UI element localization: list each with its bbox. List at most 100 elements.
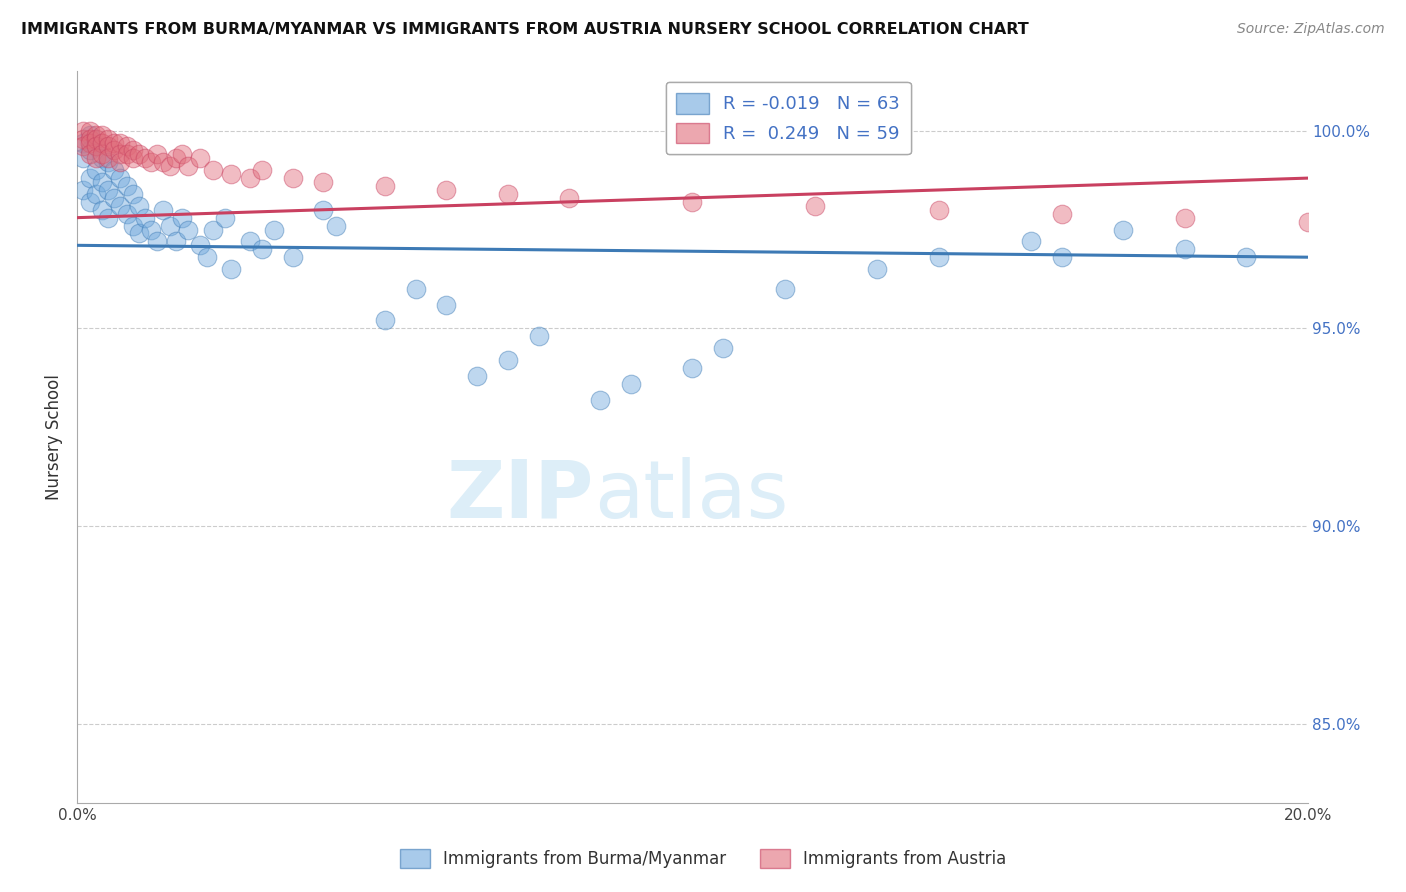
Point — [312, 202, 335, 217]
Point — [110, 147, 132, 161]
Point — [84, 186, 107, 201]
Point — [436, 298, 458, 312]
Point — [97, 211, 120, 225]
Point — [620, 376, 643, 391]
Point — [110, 155, 132, 169]
Point — [141, 222, 163, 236]
Point — [90, 175, 114, 189]
Point — [141, 155, 163, 169]
Point — [115, 147, 138, 161]
Point — [239, 235, 262, 249]
Point — [239, 171, 262, 186]
Point — [1019, 235, 1042, 249]
Point — [72, 183, 94, 197]
Point — [146, 147, 169, 161]
Point — [84, 139, 107, 153]
Point — [115, 179, 138, 194]
Point — [682, 360, 704, 375]
Point — [201, 163, 224, 178]
Point — [90, 136, 114, 150]
Point — [1296, 214, 1319, 228]
Text: ZIP: ZIP — [447, 457, 595, 534]
Point — [170, 211, 193, 225]
Point — [72, 139, 94, 153]
Point — [90, 152, 114, 166]
Point — [128, 147, 150, 161]
Point — [374, 179, 396, 194]
Point — [1050, 207, 1073, 221]
Point — [110, 199, 132, 213]
Point — [219, 262, 242, 277]
Text: atlas: atlas — [595, 457, 789, 534]
Point — [121, 144, 143, 158]
Point — [250, 242, 273, 256]
Point — [496, 353, 519, 368]
Point — [219, 167, 242, 181]
Point — [121, 186, 143, 201]
Point — [165, 235, 187, 249]
Point — [250, 163, 273, 178]
Point — [84, 152, 107, 166]
Point — [312, 175, 335, 189]
Point — [84, 131, 107, 145]
Point — [79, 131, 101, 145]
Point — [804, 199, 827, 213]
Point — [773, 282, 796, 296]
Legend: R = -0.019   N = 63, R =  0.249   N = 59: R = -0.019 N = 63, R = 0.249 N = 59 — [665, 82, 911, 154]
Point — [1234, 250, 1257, 264]
Point — [110, 136, 132, 150]
Point — [177, 222, 200, 236]
Point — [121, 219, 143, 233]
Point — [115, 207, 138, 221]
Point — [159, 219, 181, 233]
Point — [79, 128, 101, 142]
Point — [188, 238, 212, 252]
Point — [1112, 222, 1135, 236]
Point — [496, 186, 519, 201]
Point — [84, 128, 107, 142]
Point — [281, 171, 304, 186]
Point — [177, 159, 200, 173]
Point — [84, 163, 107, 178]
Point — [325, 219, 347, 233]
Point — [97, 131, 120, 145]
Point — [90, 202, 114, 217]
Point — [128, 227, 150, 241]
Point — [436, 183, 458, 197]
Point — [84, 139, 107, 153]
Point — [72, 131, 94, 145]
Point — [405, 282, 427, 296]
Point — [928, 202, 950, 217]
Text: Source: ZipAtlas.com: Source: ZipAtlas.com — [1237, 22, 1385, 37]
Point — [866, 262, 889, 277]
Point — [90, 147, 114, 161]
Point — [103, 136, 125, 150]
Point — [79, 171, 101, 186]
Point — [72, 123, 94, 137]
Point — [115, 139, 138, 153]
Point — [79, 194, 101, 209]
Point — [159, 159, 181, 173]
Point — [374, 313, 396, 327]
Text: IMMIGRANTS FROM BURMA/MYANMAR VS IMMIGRANTS FROM AUSTRIA NURSERY SCHOOL CORRELAT: IMMIGRANTS FROM BURMA/MYANMAR VS IMMIGRA… — [21, 22, 1029, 37]
Point — [79, 136, 101, 150]
Point — [72, 152, 94, 166]
Point — [79, 147, 101, 161]
Point — [110, 171, 132, 186]
Point — [97, 183, 120, 197]
Point — [928, 250, 950, 264]
Point — [170, 147, 193, 161]
Point — [72, 136, 94, 150]
Point — [165, 152, 187, 166]
Point — [152, 202, 174, 217]
Point — [263, 222, 285, 236]
Point — [97, 139, 120, 153]
Point — [281, 250, 304, 264]
Point — [188, 152, 212, 166]
Point — [214, 211, 236, 225]
Point — [79, 144, 101, 158]
Point — [103, 163, 125, 178]
Point — [146, 235, 169, 249]
Point — [134, 152, 156, 166]
Point — [121, 152, 143, 166]
